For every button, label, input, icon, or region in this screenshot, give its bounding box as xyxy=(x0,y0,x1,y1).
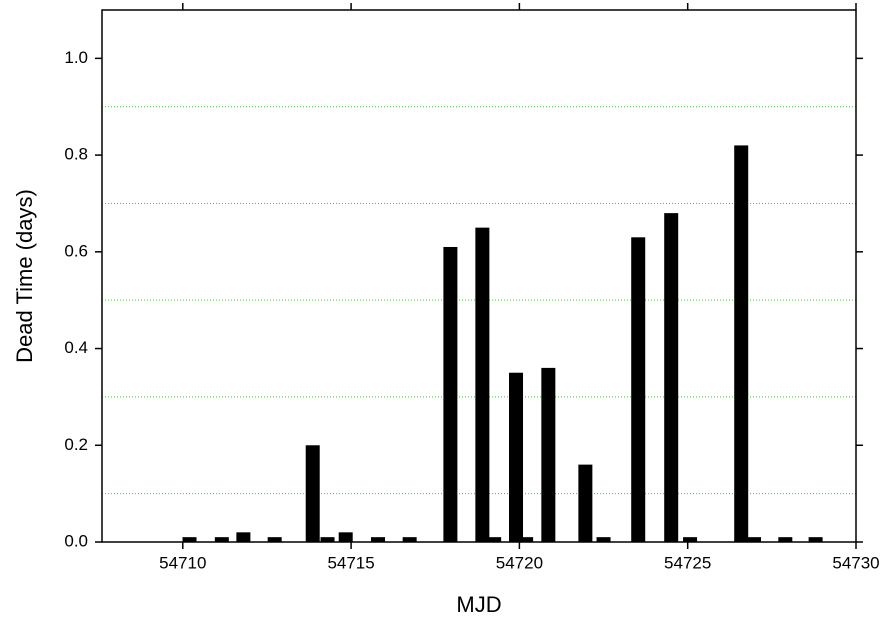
bar xyxy=(338,532,353,542)
bar xyxy=(631,237,646,543)
y-tick-label: 0.4 xyxy=(64,338,88,357)
bar xyxy=(578,464,593,542)
bar xyxy=(320,537,335,542)
bar xyxy=(734,145,749,542)
x-tick-label: 54710 xyxy=(159,553,206,572)
bar xyxy=(214,537,229,542)
x-tick-label: 54715 xyxy=(327,553,374,572)
bar xyxy=(402,537,417,542)
plot-frame xyxy=(101,9,857,543)
bar xyxy=(443,246,458,542)
bar xyxy=(509,372,524,542)
bar xyxy=(808,537,823,542)
bar xyxy=(236,532,251,542)
y-tick-label: 0.6 xyxy=(64,241,88,260)
bar xyxy=(487,537,502,542)
bar xyxy=(664,213,679,543)
bar xyxy=(778,537,793,542)
y-tick-label: 0.0 xyxy=(64,531,88,550)
x-tick-label: 54730 xyxy=(832,553,879,572)
y-tick-label: 0.2 xyxy=(64,435,88,454)
bar xyxy=(519,537,534,542)
bar xyxy=(541,367,556,542)
bar xyxy=(182,537,197,542)
y-axis-title: Dead Time (days) xyxy=(12,189,37,363)
bar xyxy=(371,537,386,542)
bar xyxy=(683,537,698,542)
bar xyxy=(267,537,282,542)
bar xyxy=(747,537,762,542)
x-tick-label: 54725 xyxy=(664,553,711,572)
x-axis-title: MJD xyxy=(456,592,501,617)
y-tick-label: 1.0 xyxy=(64,48,88,67)
x-tick-label: 54720 xyxy=(496,553,543,572)
bar xyxy=(475,227,490,543)
bar xyxy=(596,537,611,542)
y-tick-label: 0.8 xyxy=(64,145,88,164)
bar xyxy=(305,445,320,542)
